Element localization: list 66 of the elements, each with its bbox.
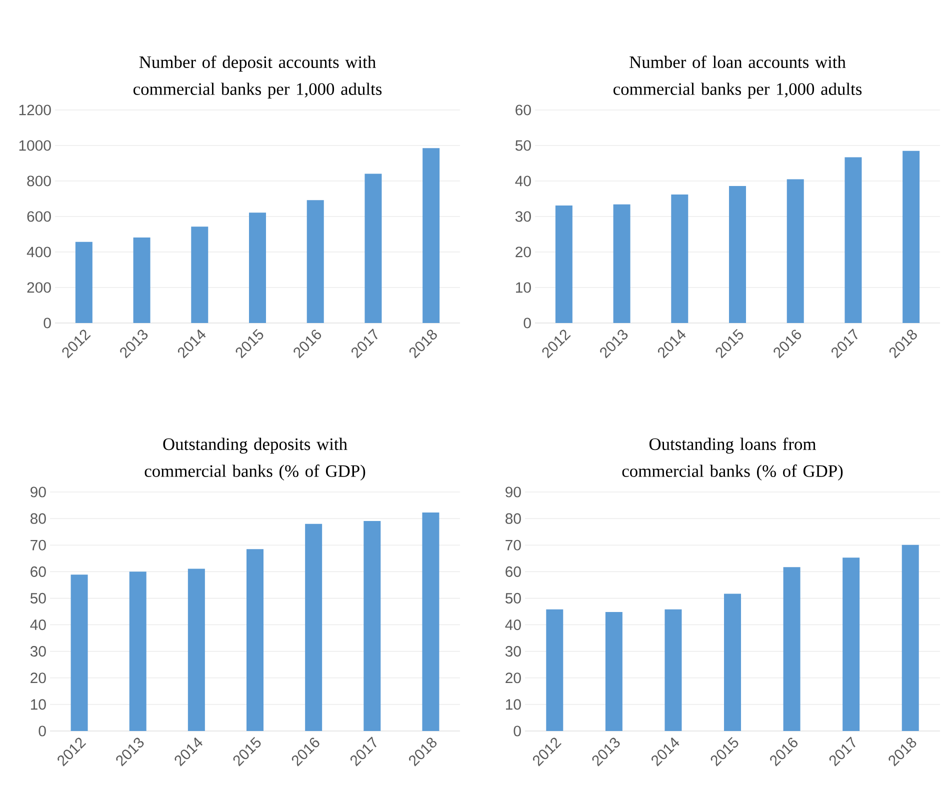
y-tick-label: 800 xyxy=(27,176,51,186)
y-tick-label: 60 xyxy=(516,104,531,116)
bar xyxy=(664,609,682,731)
y-tick-label: 0 xyxy=(514,726,521,736)
bar xyxy=(364,174,382,323)
bar xyxy=(70,574,88,731)
bar xyxy=(129,572,146,731)
chart-title: Outstanding loans from commercial banks (% of GDP) xyxy=(622,438,843,481)
y-tick-label: 1200 xyxy=(19,104,51,116)
bar xyxy=(555,205,572,323)
y-tick-label: 50 xyxy=(30,592,46,604)
bar xyxy=(671,194,688,323)
y-tick-label: 40 xyxy=(505,619,521,630)
y-tick-label: 90 xyxy=(30,486,46,498)
y-tick-label: 10 xyxy=(506,699,521,710)
bar xyxy=(783,567,800,731)
y-tick-label: 80 xyxy=(506,513,521,524)
y-tick-label: 20 xyxy=(506,672,521,684)
y-tick-label: 40 xyxy=(515,176,531,186)
y-tick-label: 30 xyxy=(505,646,521,657)
y-tick-label: 0 xyxy=(524,318,531,328)
bar xyxy=(422,148,440,323)
y-tick-label: 1000 xyxy=(19,140,51,151)
bar xyxy=(188,568,205,731)
y-tick-label: 70 xyxy=(506,540,521,550)
bar xyxy=(902,544,919,731)
bar xyxy=(605,612,622,731)
bar xyxy=(613,204,630,323)
bar xyxy=(902,150,920,323)
bar xyxy=(729,186,746,323)
y-tick-label: 40 xyxy=(30,619,46,630)
bar xyxy=(786,179,804,323)
bar xyxy=(246,549,264,731)
bar xyxy=(306,200,324,323)
bar xyxy=(844,157,862,323)
chart-title: Outstanding deposits with commercial banks (% of GDP) xyxy=(144,438,366,481)
bar xyxy=(422,512,440,731)
bar xyxy=(364,520,381,731)
y-tick-label: 20 xyxy=(30,672,46,684)
bar xyxy=(75,242,92,323)
bar xyxy=(133,237,150,323)
y-tick-label: 10 xyxy=(31,699,46,710)
y-tick-label: 70 xyxy=(30,540,46,550)
bar xyxy=(546,609,564,731)
y-tick-label: 600 xyxy=(27,211,51,222)
bar xyxy=(249,212,266,323)
bar xyxy=(191,226,208,323)
y-tick-label: 0 xyxy=(38,726,46,736)
chart-title: Number of loan accounts with commercial banks per 1,000 adults xyxy=(614,56,862,99)
y-tick-label: 20 xyxy=(516,246,531,258)
y-tick-label: 50 xyxy=(515,140,531,151)
y-tick-label: 80 xyxy=(30,513,46,524)
bar xyxy=(305,524,322,731)
chart-title: Number of deposit accounts with commercial banks per 1,000 adults xyxy=(134,56,382,99)
y-tick-label: 400 xyxy=(26,246,51,258)
bar xyxy=(842,558,860,731)
y-tick-label: 60 xyxy=(30,566,46,577)
y-tick-label: 30 xyxy=(30,646,46,657)
y-tick-label: 50 xyxy=(505,592,521,604)
y-tick-label: 10 xyxy=(516,282,531,293)
y-tick-label: 90 xyxy=(506,486,521,498)
y-tick-label: 60 xyxy=(506,566,521,577)
y-tick-label: 200 xyxy=(27,282,51,293)
y-tick-label: 0 xyxy=(44,318,51,328)
y-tick-label: 30 xyxy=(515,211,531,222)
bar xyxy=(724,594,742,731)
